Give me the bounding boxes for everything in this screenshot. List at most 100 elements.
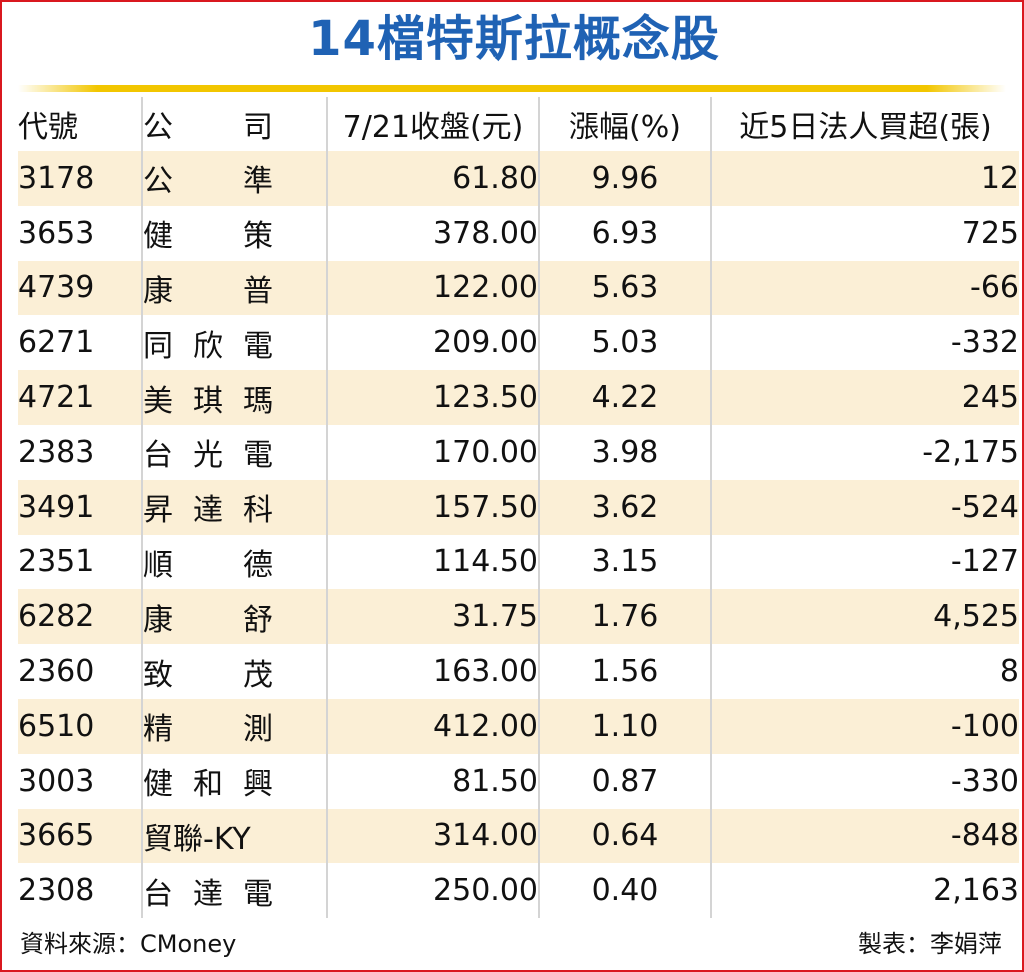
table-header-row: 代號 公司 7/21收盤(元) 漲幅(%) 近5日法人買超(張) bbox=[18, 97, 1019, 151]
cell-change: 6.93 bbox=[539, 205, 712, 261]
table-row: 2383 台光電 170.00 3.98 -2,175 bbox=[18, 424, 1019, 480]
company-name: 精測 bbox=[143, 712, 273, 748]
table-row: 3178 公準 61.80 9.96 12 bbox=[18, 151, 1019, 206]
table-row: 6510 精測 412.00 1.10 -100 bbox=[18, 698, 1019, 754]
header-net-buy: 近5日法人買超(張) bbox=[739, 110, 992, 145]
company-name: 康舒 bbox=[143, 602, 273, 638]
cell-close: 163.00 bbox=[327, 644, 540, 699]
table-row: 6271 同欣電 209.00 5.03 -332 bbox=[18, 315, 1019, 371]
cell-change: 1.10 bbox=[539, 698, 712, 754]
cell-company: 同欣電 bbox=[142, 315, 328, 371]
company-name: 昇達科 bbox=[143, 493, 273, 529]
cell-close: 61.80 bbox=[327, 151, 540, 206]
cell-change: 3.62 bbox=[539, 479, 712, 535]
company-name: 貿聯-KY bbox=[143, 821, 251, 857]
cell-close: 122.00 bbox=[327, 260, 540, 316]
header-company-label: 公司 bbox=[143, 110, 273, 145]
cell-net-buy: -524 bbox=[711, 479, 1019, 535]
cell-code: 6282 bbox=[18, 589, 143, 645]
table-row: 2360 致茂 163.00 1.56 8 bbox=[18, 644, 1019, 699]
table-row: 3665 貿聯-KY 314.00 0.64 -848 bbox=[18, 808, 1019, 864]
infographic-title: 14檔特斯拉概念股 bbox=[308, 11, 720, 67]
header-change: 漲幅(%) bbox=[539, 97, 712, 151]
cell-close: 114.50 bbox=[327, 534, 540, 590]
cell-company: 致茂 bbox=[142, 644, 328, 699]
cell-close: 123.50 bbox=[327, 370, 540, 425]
cell-net-buy: 2,163 bbox=[711, 863, 1019, 919]
header-code: 代號 bbox=[18, 97, 143, 151]
company-name: 順德 bbox=[143, 547, 273, 583]
cell-close: 314.00 bbox=[327, 808, 540, 864]
cell-close: 378.00 bbox=[327, 205, 540, 261]
cell-company: 健策 bbox=[142, 205, 328, 261]
footer: 資料來源：CMoney 製表：李娟萍 bbox=[18, 919, 1006, 969]
cell-change: 0.40 bbox=[539, 863, 712, 919]
company-name: 健策 bbox=[143, 219, 273, 255]
cell-change: 4.22 bbox=[539, 370, 712, 425]
cell-code: 2308 bbox=[18, 863, 143, 919]
cell-net-buy: 12 bbox=[711, 151, 1019, 206]
cell-close: 157.50 bbox=[327, 479, 540, 535]
company-name: 同欣電 bbox=[143, 328, 273, 364]
cell-company: 貿聯-KY bbox=[142, 808, 328, 864]
cell-code: 3003 bbox=[18, 753, 143, 809]
company-name: 公準 bbox=[143, 164, 273, 200]
cell-net-buy: -330 bbox=[711, 753, 1019, 809]
cell-company: 台光電 bbox=[142, 424, 328, 480]
cell-company: 昇達科 bbox=[142, 479, 328, 535]
cell-company: 台達電 bbox=[142, 863, 328, 919]
cell-company: 健和興 bbox=[142, 753, 328, 809]
cell-net-buy: 725 bbox=[711, 205, 1019, 261]
cell-change: 5.63 bbox=[539, 260, 712, 316]
cell-net-buy: -127 bbox=[711, 534, 1019, 590]
table-row: 4739 康普 122.00 5.63 -66 bbox=[18, 260, 1019, 316]
table-row: 4721 美琪瑪 123.50 4.22 245 bbox=[18, 370, 1019, 425]
cell-company: 美琪瑪 bbox=[142, 370, 328, 425]
cell-net-buy: -100 bbox=[711, 698, 1019, 754]
source-note: 資料來源：CMoney bbox=[20, 930, 237, 958]
table-row: 3653 健策 378.00 6.93 725 bbox=[18, 205, 1019, 261]
cell-company: 康舒 bbox=[142, 589, 328, 645]
cell-company: 康普 bbox=[142, 260, 328, 316]
header-close: 7/21收盤(元) bbox=[327, 97, 540, 151]
cell-company: 公準 bbox=[142, 151, 328, 206]
company-name: 台達電 bbox=[143, 876, 273, 912]
cell-net-buy: -332 bbox=[711, 315, 1019, 371]
cell-change: 0.87 bbox=[539, 753, 712, 809]
table-row: 6282 康舒 31.75 1.76 4,525 bbox=[18, 589, 1019, 645]
cell-code: 3665 bbox=[18, 808, 143, 864]
company-name: 健和興 bbox=[143, 767, 273, 803]
cell-change: 9.96 bbox=[539, 151, 712, 206]
cell-net-buy: 4,525 bbox=[711, 589, 1019, 645]
cell-net-buy: -2,175 bbox=[711, 424, 1019, 480]
cell-close: 81.50 bbox=[327, 753, 540, 809]
cell-code: 2383 bbox=[18, 424, 143, 480]
cell-net-buy: 8 bbox=[711, 644, 1019, 699]
maker-credit: 製表：李娟萍 bbox=[858, 930, 1002, 958]
company-name: 康普 bbox=[143, 273, 273, 309]
cell-code: 4739 bbox=[18, 260, 143, 316]
cell-close: 209.00 bbox=[327, 315, 540, 371]
cell-change: 5.03 bbox=[539, 315, 712, 371]
cell-code: 2351 bbox=[18, 534, 143, 590]
cell-change: 1.76 bbox=[539, 589, 712, 645]
cell-net-buy: -66 bbox=[711, 260, 1019, 316]
table-row: 2308 台達電 250.00 0.40 2,163 bbox=[18, 863, 1019, 919]
table-row: 2351 順德 114.50 3.15 -127 bbox=[18, 534, 1019, 590]
cell-code: 3178 bbox=[18, 151, 143, 206]
company-name: 台光電 bbox=[143, 438, 273, 474]
title-divider bbox=[18, 85, 1006, 92]
cell-code: 6510 bbox=[18, 698, 143, 754]
cell-change: 1.56 bbox=[539, 644, 712, 699]
cell-code: 3653 bbox=[18, 205, 143, 261]
cell-change: 0.64 bbox=[539, 808, 712, 864]
cell-change: 3.15 bbox=[539, 534, 712, 590]
table-row: 3003 健和興 81.50 0.87 -330 bbox=[18, 753, 1019, 809]
cell-close: 170.00 bbox=[327, 424, 540, 480]
cell-code: 6271 bbox=[18, 315, 143, 371]
table-row: 3491 昇達科 157.50 3.62 -524 bbox=[18, 479, 1019, 535]
cell-close: 412.00 bbox=[327, 698, 540, 754]
cell-company: 精測 bbox=[142, 698, 328, 754]
cell-code: 3491 bbox=[18, 479, 143, 535]
